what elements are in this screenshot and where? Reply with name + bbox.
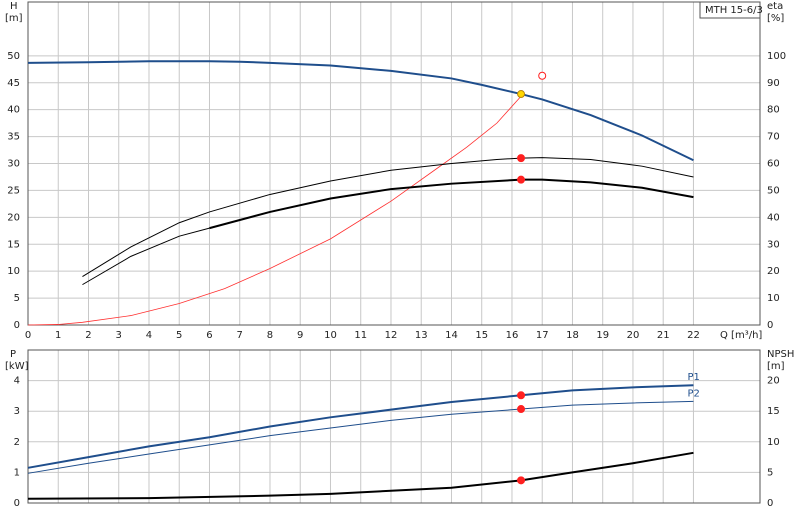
y-tick-label: 5 <box>14 293 20 304</box>
y-tick-label: 1 <box>14 467 20 478</box>
y2-tick-label: 0 <box>767 320 773 331</box>
x-tick-label: 1 <box>55 330 61 341</box>
y-tick-label: 4 <box>14 376 20 387</box>
series-label: P2 <box>687 388 699 399</box>
x-tick-label: 14 <box>445 330 458 341</box>
y-axis-unit: [kW] <box>5 361 29 372</box>
x-tick-label: 22 <box>687 330 700 341</box>
operating-point <box>538 71 547 80</box>
curve <box>27 384 694 469</box>
y2-tick-label: 90 <box>767 78 780 89</box>
x-tick-label: 7 <box>237 330 243 341</box>
y-tick-label: 10 <box>7 266 20 277</box>
y-tick-label: 40 <box>7 105 20 116</box>
x-tick-label: 6 <box>206 330 212 341</box>
curve <box>27 95 522 326</box>
curve <box>209 178 694 230</box>
y-tick-label: 15 <box>7 239 20 250</box>
operating-point <box>517 391 526 400</box>
y2-tick-label: 70 <box>767 132 780 143</box>
y-tick-label: 50 <box>7 51 20 62</box>
x-tick-label: 18 <box>566 330 579 341</box>
x-tick-label: 17 <box>536 330 549 341</box>
y2-tick-label: 50 <box>767 185 780 196</box>
y2-tick-label: 30 <box>767 239 780 250</box>
curve <box>82 227 210 286</box>
x-tick-label: 20 <box>627 330 640 341</box>
x-tick-label: 9 <box>297 330 303 341</box>
series-label: P1 <box>687 372 699 383</box>
plot-frame <box>27 349 761 504</box>
y-tick-label: 3 <box>14 406 20 417</box>
x-tick-label: 10 <box>324 330 337 341</box>
x-tick-label: 8 <box>267 330 273 341</box>
y2-tick-label: 60 <box>767 159 780 170</box>
y2-tick-label: 100 <box>767 51 786 62</box>
y2-axis-label: eta <box>767 1 783 12</box>
y-tick-label: 45 <box>7 78 20 89</box>
y-axis-label: P <box>10 349 16 360</box>
operating-point <box>517 405 526 414</box>
x-tick-label: 19 <box>596 330 609 341</box>
y-tick-label: 0 <box>14 498 20 509</box>
y2-tick-label: 20 <box>767 266 780 277</box>
legend-box <box>699 1 761 19</box>
y-tick-label: 35 <box>7 132 20 143</box>
x-tick-label: 5 <box>176 330 182 341</box>
x-tick-label: 12 <box>385 330 398 341</box>
y2-tick-label: 10 <box>767 437 780 448</box>
x-tick-label: 21 <box>657 330 670 341</box>
y-tick-label: 2 <box>14 437 20 448</box>
plot-frame <box>27 1 761 326</box>
x-tick-label: 2 <box>85 330 91 341</box>
y-tick-label: 20 <box>7 212 20 223</box>
curve <box>82 157 694 277</box>
x-tick-label: 15 <box>475 330 488 341</box>
operating-point <box>517 154 526 163</box>
x-axis-label: Q [m³/h] <box>720 330 762 341</box>
legend-text: MTH 15-6/3 <box>705 5 763 16</box>
y2-tick-label: 20 <box>767 376 780 387</box>
y-tick-label: 0 <box>14 320 20 331</box>
curve <box>27 400 694 474</box>
y2-axis-label: NPSH <box>767 349 794 360</box>
curve <box>27 60 694 162</box>
y2-axis-unit: [%] <box>767 13 784 24</box>
operating-point <box>517 476 526 485</box>
y-tick-label: 30 <box>7 159 20 170</box>
y2-tick-label: 5 <box>767 467 773 478</box>
y2-tick-label: 10 <box>767 293 780 304</box>
y-axis-unit: [m] <box>5 13 23 24</box>
y2-tick-label: 80 <box>767 105 780 116</box>
x-tick-label: 3 <box>116 330 122 341</box>
y2-tick-label: 0 <box>767 498 773 509</box>
y2-tick-label: 15 <box>767 406 780 417</box>
x-tick-label: 16 <box>506 330 519 341</box>
y2-tick-label: 40 <box>767 212 780 223</box>
operating-point <box>517 90 526 99</box>
curve <box>27 451 694 500</box>
y-axis-label: H <box>10 1 18 12</box>
x-tick-label: 4 <box>146 330 152 341</box>
x-tick-label: 11 <box>354 330 367 341</box>
y2-axis-unit: [m] <box>767 361 785 372</box>
y-tick-label: 25 <box>7 185 20 196</box>
operating-point <box>517 175 526 184</box>
x-tick-label: 13 <box>415 330 428 341</box>
x-tick-label: 0 <box>25 330 31 341</box>
